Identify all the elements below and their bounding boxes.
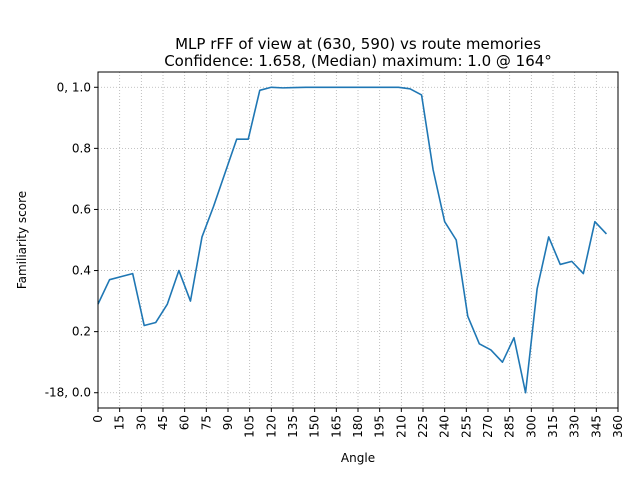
chart-subtitle: Confidence: 1.658, (Median) maximum: 1.0… <box>164 52 552 70</box>
x-axis: 0 15 30 45 60 75 90 105 120 135 150 165 180 195 210 225… <box>91 408 625 438</box>
x-tick-label: 330 <box>568 415 582 438</box>
familiarity-line <box>97 86 608 394</box>
y-tick-label: 0.6 <box>72 202 91 216</box>
x-tick-label: 135 <box>286 415 300 438</box>
x-tick-label: 360 <box>611 415 625 438</box>
x-tick-label: 195 <box>373 415 387 438</box>
x-tick-label: 165 <box>329 415 343 438</box>
chart-title: MLP rFF of view at (630, 590) vs route m… <box>175 35 541 53</box>
x-tick-label: 60 <box>178 415 192 430</box>
series-layer <box>97 86 608 394</box>
x-tick-label: 210 <box>394 415 408 438</box>
x-tick-label: 300 <box>524 415 538 438</box>
x-tick-label: 90 <box>221 415 235 430</box>
x-tick-label: 225 <box>416 415 430 438</box>
x-tick-label: 345 <box>589 415 603 438</box>
x-tick-label: 120 <box>264 415 278 438</box>
y-tick-label: 0, 1.0 <box>57 80 91 94</box>
y-tick-label: 0.8 <box>72 141 91 155</box>
grid <box>97 72 619 408</box>
x-tick-label: 0 <box>91 415 105 423</box>
x-tick-label: 255 <box>459 415 473 438</box>
x-tick-label: 30 <box>134 415 148 430</box>
y-tick-label: 0.2 <box>72 325 91 339</box>
x-tick-label: 315 <box>546 415 560 438</box>
y-axis: -18, 0.0 0.2 0.4 0.6 0.8 0, 1.0 <box>45 80 98 400</box>
x-tick-label: 270 <box>481 415 495 438</box>
x-tick-label: 45 <box>156 415 170 430</box>
y-tick-label: 0.4 <box>72 264 91 278</box>
x-tick-label: 15 <box>113 415 127 430</box>
x-tick-label: 285 <box>503 415 517 438</box>
x-tick-label: 105 <box>243 415 257 438</box>
x-tick-label: 180 <box>351 415 365 438</box>
y-axis-label: Familiarity score <box>15 191 29 289</box>
y-tick-label: -18, 0.0 <box>45 386 91 400</box>
x-tick-label: 240 <box>438 415 452 438</box>
x-tick-label: 150 <box>308 415 322 438</box>
x-tick-label: 75 <box>199 415 213 430</box>
x-axis-label: Angle <box>341 451 375 465</box>
